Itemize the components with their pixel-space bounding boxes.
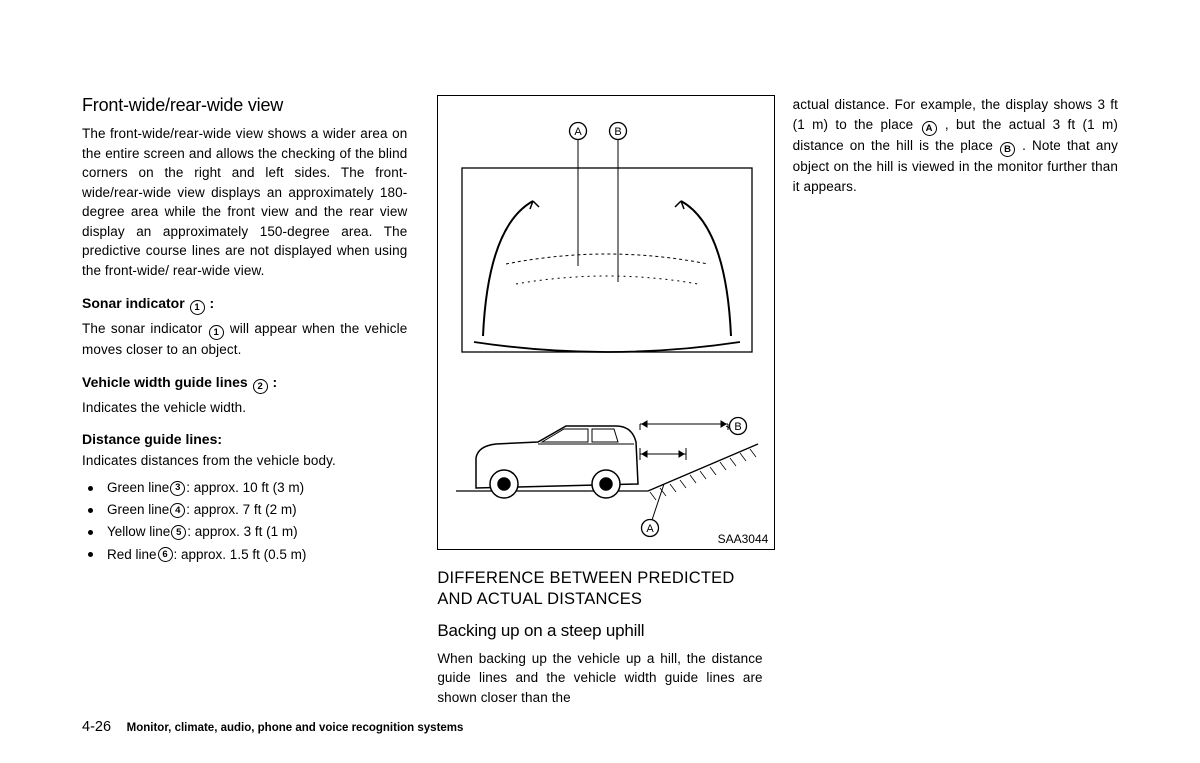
sonar-heading-pre: Sonar indicator	[82, 295, 189, 311]
circled-3-icon: 3	[170, 481, 185, 496]
width-heading-post: :	[269, 374, 278, 390]
right-column: actual distance. For example, the displa…	[793, 95, 1118, 708]
item-post: : approx. 1.5 ft (0.5 m)	[174, 544, 307, 566]
width-guide-body: Indicates the vehicle width.	[82, 398, 407, 418]
figure-code: SAA3044	[718, 532, 769, 546]
subheading-backing-up: Backing up on a steep uphill	[437, 621, 762, 641]
circled-1-icon: 1	[190, 300, 205, 315]
bullet-icon	[88, 486, 93, 491]
distance-list: Green line 3 : approx. 10 ft (3 m)Green …	[82, 477, 407, 566]
item-pre: Red line	[107, 544, 157, 566]
label-b-top: B	[615, 126, 622, 138]
bullet-icon	[88, 508, 93, 513]
circled-a-icon: A	[922, 121, 937, 136]
col2-body: When backing up the vehicle up a hill, t…	[437, 649, 762, 708]
item-pre: Yellow line	[107, 521, 170, 543]
sonar-heading-post: :	[206, 295, 215, 311]
sonar-body-pre: The sonar indicator	[82, 321, 208, 336]
circled-1-icon: 1	[209, 325, 224, 340]
diagram-svg: A B	[438, 96, 772, 547]
item-post: : approx. 7 ft (2 m)	[186, 499, 296, 521]
circled-b-icon: B	[1000, 142, 1015, 157]
circled-6-icon: 6	[158, 547, 173, 562]
circled-5-icon: 5	[171, 525, 186, 540]
middle-column: A B	[437, 95, 762, 708]
distance-guide-heading: Distance guide lines:	[82, 431, 407, 447]
width-heading-pre: Vehicle width guide lines	[82, 374, 252, 390]
list-item: Green line 4 : approx. 7 ft (2 m)	[88, 499, 407, 521]
diagram-figure: A B	[437, 95, 775, 550]
label-b-bottom: B	[735, 421, 742, 433]
width-guide-heading: Vehicle width guide lines 2 :	[82, 374, 407, 394]
item-pre: Green line	[107, 477, 169, 499]
left-column: Front-wide/rear-wide view The front-wide…	[82, 95, 407, 708]
item-pre: Green line	[107, 499, 169, 521]
bullet-icon	[88, 552, 93, 557]
page-footer: 4-26 Monitor, climate, audio, phone and …	[82, 719, 463, 735]
section-title: Monitor, climate, audio, phone and voice…	[127, 722, 464, 734]
sonar-body: The sonar indicator 1 will appear when t…	[82, 319, 407, 360]
bullet-icon	[88, 530, 93, 535]
label-a-top: A	[575, 126, 583, 138]
distance-guide-body: Indicates distances from the vehicle bod…	[82, 451, 407, 471]
heading-front-wide: Front-wide/rear-wide view	[82, 95, 407, 116]
item-post: : approx. 3 ft (1 m)	[187, 521, 297, 543]
sonar-indicator-heading: Sonar indicator 1 :	[82, 295, 407, 315]
list-item: Green line 3 : approx. 10 ft (3 m)	[88, 477, 407, 499]
col3-body: actual distance. For example, the displa…	[793, 95, 1118, 196]
list-item: Yellow line 5 : approx. 3 ft (1 m)	[88, 521, 407, 543]
page-number: 4-26	[82, 719, 111, 735]
circled-2-icon: 2	[253, 379, 268, 394]
section-heading-caps: DIFFERENCE BETWEEN PREDICTED AND ACTUAL …	[437, 568, 762, 611]
label-a-bottom: A	[647, 523, 655, 535]
list-item: Red line 6 : approx. 1.5 ft (0.5 m)	[88, 544, 407, 566]
circled-4-icon: 4	[170, 503, 185, 518]
paragraph-overview: The front-wide/rear-wide view shows a wi…	[82, 124, 407, 281]
item-post: : approx. 10 ft (3 m)	[186, 477, 304, 499]
